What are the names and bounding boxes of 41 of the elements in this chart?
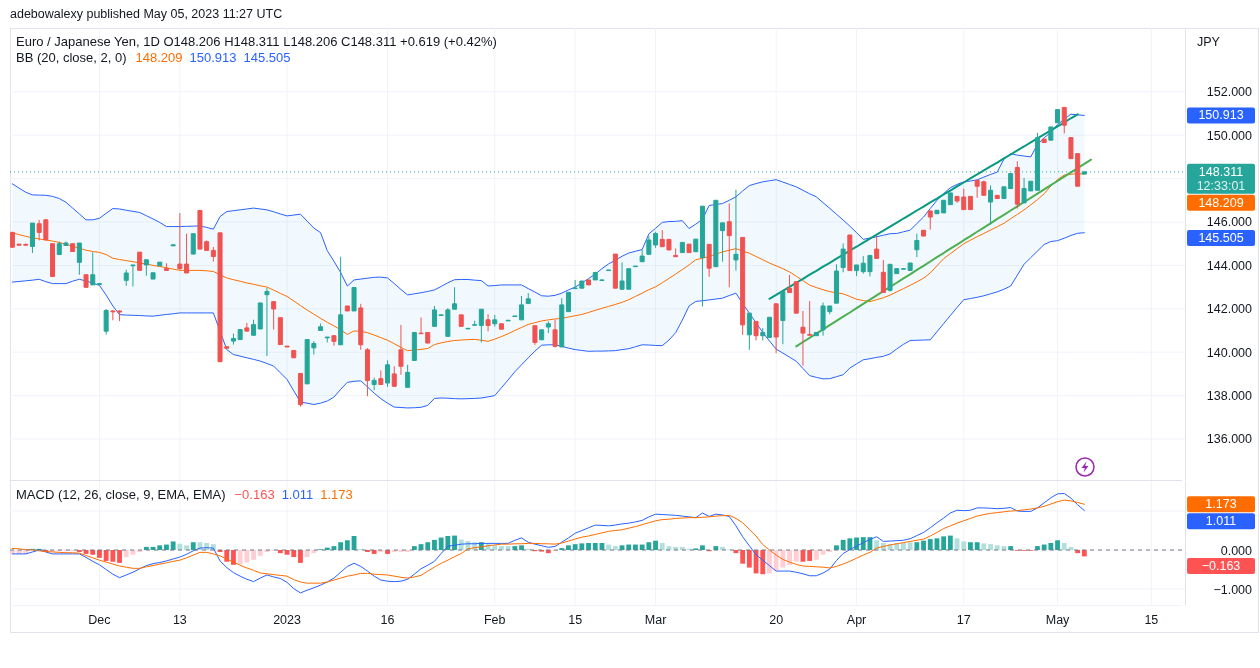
x-tick-label: 20 — [769, 612, 784, 627]
annotation: 145.505 — [243, 50, 291, 65]
x-tick-label: 15 — [1144, 612, 1159, 627]
annotation: 148.209 — [135, 50, 183, 65]
annotation: 1.011 — [281, 487, 314, 502]
y-tick-label: 140.000 — [1206, 345, 1253, 360]
y-tick-label: 136.000 — [1206, 432, 1253, 447]
y-tick-label: 152.000 — [1206, 85, 1253, 100]
y-axis-title: JPY — [1197, 35, 1221, 49]
ref-line-label: 148.311 — [1198, 164, 1244, 179]
x-tick-label: Mar — [644, 612, 667, 627]
annotation: −0.163 — [234, 487, 275, 502]
y-tick-label: 138.000 — [1206, 389, 1253, 404]
annotation: 1.173 — [320, 487, 353, 502]
annotation: 150.913 — [189, 50, 237, 65]
text: −0.163 — [1201, 559, 1241, 574]
y-tick-label: 142.000 — [1206, 302, 1253, 317]
text: Euro / Japanese Yen, 1D O148.206 H148.311 L148.206 C148.311 +0.619 (+0.42%) — [16, 34, 497, 49]
y-tick-label: 146.000 — [1206, 215, 1253, 230]
x-tick-label: 2023 — [273, 612, 301, 627]
x-tick-label: 17 — [956, 612, 971, 627]
y-tick-label: 144.000 — [1206, 258, 1253, 273]
x-tick-label: Feb — [483, 612, 506, 627]
text: 145.505 — [1198, 230, 1244, 245]
chart-subtitle: adebowalexy published May 05, 2023 11:27 UTC — [10, 7, 283, 21]
y-tick-label: 0.000 — [1220, 543, 1253, 558]
x-tick-label: 15 — [568, 612, 583, 627]
x-tick-label: Dec — [88, 612, 111, 627]
text: 1.011 — [1205, 514, 1237, 529]
x-tick-label: 13 — [172, 612, 187, 627]
y-tick-label: 150.000 — [1206, 128, 1253, 143]
x-tick-label: Apr — [846, 612, 867, 627]
text: 148.209 — [1198, 195, 1244, 210]
text: 150.913 — [1198, 108, 1244, 123]
text: 1.173 — [1205, 497, 1237, 512]
text: MACD (12, 26, close, 9, EMA, EMA) — [16, 487, 226, 502]
text: 12:33:01 — [1196, 178, 1246, 193]
legend-title: BB (20, close, 2, 0) — [16, 50, 127, 65]
y-tick-label: −1.000 — [1213, 582, 1253, 597]
x-tick-label: 16 — [380, 612, 395, 627]
x-tick-label: May — [1045, 612, 1071, 627]
